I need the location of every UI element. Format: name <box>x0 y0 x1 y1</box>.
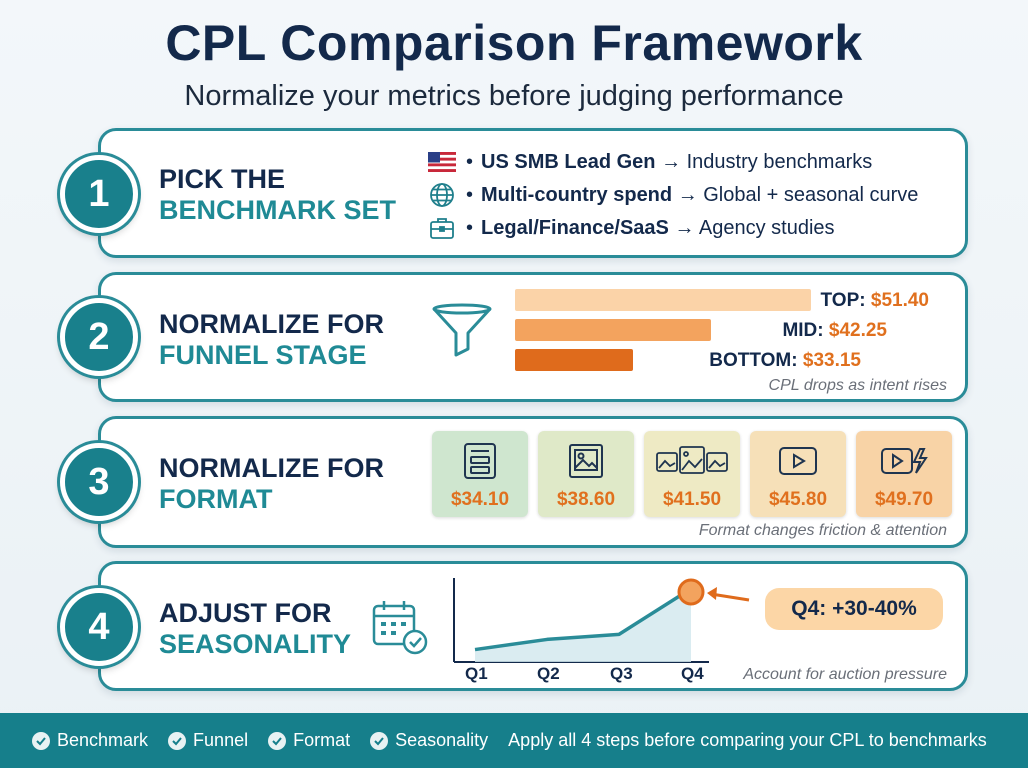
page-subtitle: Normalize your metrics before judging pe… <box>184 80 844 112</box>
step-3-title-line2: FORMAT <box>159 484 273 514</box>
quarter-label: Q4 <box>681 664 704 683</box>
callout-arrow <box>710 592 750 602</box>
bullet: • <box>466 150 474 173</box>
funnel-bar-top <box>515 289 811 311</box>
funnel-bar-bottom <box>515 349 633 371</box>
step-1-title-line2: BENCHMARK SET <box>159 195 397 225</box>
step-4-title-line1: ADJUST FOR <box>159 598 332 628</box>
check-icon <box>168 731 187 750</box>
step-4-number-badge: 4 <box>60 588 138 666</box>
step-3-title-line1: NORMALIZE FOR <box>159 453 384 483</box>
check-icon <box>268 731 287 750</box>
globe-icon <box>428 181 456 209</box>
text-ad-icon <box>463 439 497 483</box>
funnel-stage-name: TOP: <box>820 290 866 311</box>
step-1-title-line1: PICK THE <box>159 164 286 194</box>
funnel-icon <box>431 303 493 364</box>
quarter-label: Q3 <box>610 664 633 683</box>
step-2-title: NORMALIZE FOR FUNNEL STAGE <box>159 309 384 371</box>
briefcase-icon <box>428 214 456 242</box>
benchmark-item: • US SMB Lead Gen → Industry benchmarks <box>428 148 872 176</box>
step-2-panel: NORMALIZE FOR FUNNEL STAGE TOP: $51.40 M… <box>98 272 968 402</box>
step-4-title: ADJUST FOR SEASONALITY <box>159 598 351 660</box>
step-2-title-line2: FUNNEL STAGE <box>159 340 367 370</box>
benchmark-item: • Multi-country spend → Global + seasona… <box>428 181 918 209</box>
format-card-carousel: $41.50 <box>644 431 740 517</box>
bullet: • <box>466 183 474 206</box>
footer-check-item: Format <box>268 730 350 751</box>
funnel-label-bottom: BOTTOM: $33.15 <box>709 350 861 372</box>
format-card-text: $34.10 <box>432 431 528 517</box>
calendar-check-icon <box>371 598 429 661</box>
format-cpl-value: $41.50 <box>662 489 722 510</box>
seasonality-note: Account for auction pressure <box>743 666 947 683</box>
funnel-stage-name: MID: <box>782 320 824 341</box>
footer-bar: Benchmark Funnel Format Seasonality Appl… <box>0 713 1028 768</box>
footer-check-label: Seasonality <box>395 730 489 750</box>
callout-arrowhead <box>707 587 717 600</box>
bullet: • <box>466 216 474 239</box>
benchmark-source: → Global + seasonal curve <box>677 183 919 206</box>
step-3-panel: NORMALIZE FOR FORMAT $34.10 $38.60 <box>98 416 968 548</box>
funnel-note: CPL drops as intent rises <box>768 377 947 394</box>
benchmark-scope: US SMB Lead Gen <box>481 150 656 173</box>
check-icon <box>32 731 50 750</box>
format-card-image: $38.60 <box>538 431 634 517</box>
step-1-number-badge: 1 <box>60 155 138 233</box>
funnel-label-top: TOP: $51.40 <box>821 290 929 312</box>
video-flash-icon <box>880 439 928 483</box>
footer-check-label: Benchmark <box>57 730 149 750</box>
step-4-panel: ADJUST FOR SEASONALITY Q1 Q2 Q3 Q4 Q4: + <box>98 561 968 691</box>
q4-highlight <box>677 578 750 606</box>
carousel-icon <box>655 439 729 483</box>
step-4-title-line2: SEASONALITY <box>159 629 352 659</box>
us-flag-icon <box>428 148 456 176</box>
image-icon <box>568 439 604 483</box>
footer-check-item: Funnel <box>168 730 248 751</box>
quarter-label: Q1 <box>465 664 488 683</box>
trend-area <box>475 588 691 662</box>
quarter-label: Q2 <box>537 664 560 683</box>
benchmark-scope: Legal/Finance/SaaS <box>481 216 669 239</box>
funnel-label-mid: MID: $42.25 <box>782 320 887 342</box>
footer-message: Apply all 4 steps before comparing your … <box>508 730 987 750</box>
step-1-title: PICK THE BENCHMARK SET <box>159 164 396 226</box>
funnel-stage-value: $42.25 <box>828 320 887 341</box>
step-2-number-badge: 2 <box>60 298 138 376</box>
format-cpl-value: $34.10 <box>450 489 510 510</box>
trend-line <box>474 587 692 652</box>
funnel-stage-name: BOTTOM: <box>709 350 798 371</box>
funnel-bar-mid <box>515 319 712 341</box>
funnel-stage-value: $33.15 <box>802 350 861 371</box>
video-icon <box>778 439 818 483</box>
page-title: CPL Comparison Framework <box>165 15 863 71</box>
benchmark-item: • Legal/Finance/SaaS → Agency studies <box>428 214 835 242</box>
format-card-video-flash: $49.70 <box>856 431 952 517</box>
step-2-title-line1: NORMALIZE FOR <box>159 309 384 339</box>
format-cpl-value: $45.80 <box>768 489 828 510</box>
seasonality-chart <box>453 578 709 663</box>
benchmark-source: → Industry benchmarks <box>661 150 873 173</box>
format-note: Format changes friction & attention <box>698 522 947 539</box>
check-icon <box>370 731 389 750</box>
footer-check-item: Benchmark <box>32 730 148 751</box>
format-cpl-value: $49.70 <box>874 489 934 510</box>
format-card-video: $45.80 <box>750 431 846 517</box>
q4-callout-pill: Q4: +30-40% <box>765 588 943 630</box>
footer-check-item: Seasonality <box>370 730 488 751</box>
step-1-panel: PICK THE BENCHMARK SET • US SMB Lead Gen… <box>98 128 968 258</box>
funnel-stage-value: $51.40 <box>870 290 929 311</box>
footer-check-label: Funnel <box>193 730 249 750</box>
step-3-number-badge: 3 <box>60 443 138 521</box>
benchmark-source: → Agency studies <box>674 216 835 239</box>
footer-check-label: Format <box>293 730 351 750</box>
benchmark-scope: Multi-country spend <box>481 183 673 206</box>
format-cpl-value: $38.60 <box>556 489 616 510</box>
step-3-title: NORMALIZE FOR FORMAT <box>159 453 384 515</box>
q4-marker <box>677 578 705 606</box>
